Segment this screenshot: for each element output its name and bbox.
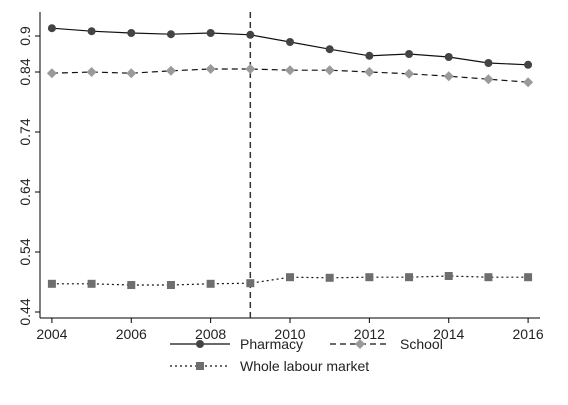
legend-label: School (400, 336, 443, 352)
marker (87, 279, 96, 288)
marker (404, 68, 415, 79)
marker (286, 273, 294, 282)
legend-label: Whole labour market (240, 358, 369, 374)
legend-marker (355, 339, 365, 349)
y-tick-label: 0.64 (17, 178, 33, 205)
marker (246, 279, 255, 288)
marker (444, 53, 453, 61)
marker (444, 272, 453, 280)
marker (206, 279, 215, 288)
y-tick-label: 0.54 (17, 238, 33, 265)
legend-marker (196, 340, 204, 348)
marker (86, 67, 97, 77)
x-tick-label: 2008 (195, 326, 226, 342)
marker (46, 68, 57, 79)
marker (127, 281, 136, 289)
marker (483, 74, 494, 85)
marker (246, 30, 255, 39)
y-tick-label: 0.84 (17, 58, 33, 85)
marker (365, 273, 374, 282)
marker (364, 67, 375, 77)
series-line (51, 27, 529, 66)
marker (126, 68, 137, 79)
y-tick-label: 0.44 (17, 298, 33, 325)
legend-label: Pharmacy (240, 336, 303, 352)
marker (206, 29, 215, 37)
y-tick-label: 0.74 (17, 118, 33, 145)
marker (87, 27, 96, 36)
marker (524, 60, 533, 69)
marker (166, 30, 175, 39)
x-tick-label: 2006 (116, 326, 147, 342)
x-tick-label: 2004 (36, 326, 67, 342)
x-tick-label: 2014 (433, 326, 464, 342)
x-tick-label: 2012 (354, 326, 385, 342)
marker (285, 65, 295, 76)
marker (245, 64, 256, 74)
marker (443, 71, 454, 82)
x-tick-label: 2016 (513, 326, 544, 342)
marker (405, 273, 414, 282)
marker (325, 273, 334, 282)
marker (47, 24, 56, 33)
legend-marker (196, 362, 204, 370)
marker (484, 273, 493, 282)
y-tick-label: 0.9 (17, 26, 33, 46)
marker (523, 77, 534, 88)
marker (325, 45, 334, 54)
marker (127, 29, 136, 37)
marker (165, 65, 176, 76)
marker (205, 64, 216, 74)
marker (365, 51, 374, 60)
marker (47, 279, 56, 288)
marker (324, 65, 335, 76)
marker (405, 50, 414, 58)
marker (166, 281, 175, 289)
marker (484, 59, 493, 67)
x-tick-label: 2010 (274, 326, 305, 342)
marker (286, 38, 294, 46)
marker (524, 273, 533, 282)
